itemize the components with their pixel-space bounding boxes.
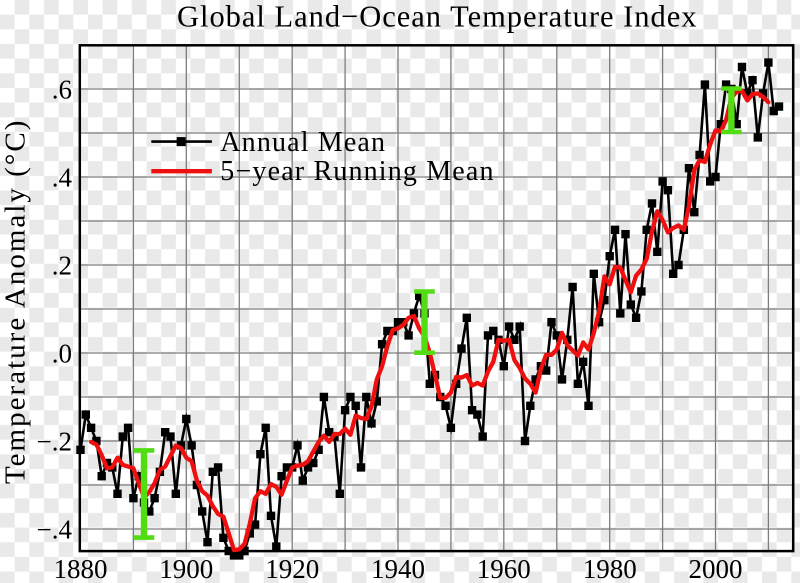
svg-text:1880: 1880 <box>54 554 108 583</box>
svg-text:1960: 1960 <box>477 554 531 583</box>
svg-text:1940: 1940 <box>371 554 425 583</box>
svg-text:Annual Mean: Annual Mean <box>220 127 385 158</box>
svg-text:.0: .0 <box>52 339 72 369</box>
svg-text:Temperature Anomaly (°C): Temperature Anomaly (°C) <box>0 121 32 485</box>
svg-text:.2: .2 <box>52 251 72 281</box>
svg-text:.4: .4 <box>52 163 73 193</box>
svg-text:−.4: −.4 <box>37 515 73 545</box>
svg-text:−.2: −.2 <box>37 427 72 457</box>
svg-text:5−year Running Mean: 5−year Running Mean <box>220 156 493 187</box>
svg-text:1920: 1920 <box>265 554 319 583</box>
svg-text:.6: .6 <box>52 75 72 105</box>
svg-text:2000: 2000 <box>689 554 743 583</box>
svg-text:1980: 1980 <box>583 554 637 583</box>
svg-text:1900: 1900 <box>159 554 213 583</box>
svg-text:Global Land−Ocean Temperature: Global Land−Ocean Temperature Index <box>177 0 697 34</box>
